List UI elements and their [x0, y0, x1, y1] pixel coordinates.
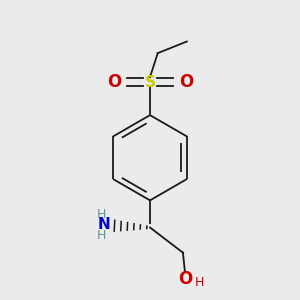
Text: O: O	[178, 270, 192, 288]
Text: H: H	[97, 229, 106, 242]
Text: O: O	[107, 73, 121, 91]
Text: O: O	[179, 73, 193, 91]
Text: N: N	[97, 217, 110, 232]
Text: H: H	[195, 276, 204, 290]
Text: S: S	[145, 75, 155, 90]
Text: H: H	[97, 208, 106, 221]
